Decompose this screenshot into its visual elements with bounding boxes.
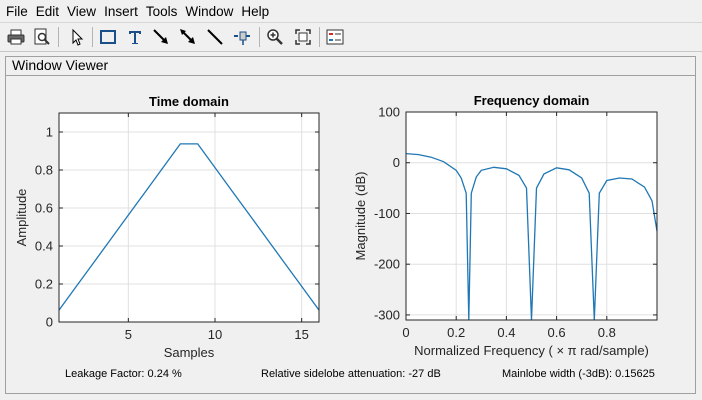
menu-file[interactable]: File [6, 3, 28, 19]
zoom-in-icon[interactable] [264, 26, 286, 48]
toolbar-separator [319, 27, 320, 47]
freq-y-axis-label: Magnitude (dB) [353, 172, 368, 261]
pin-icon[interactable] [231, 26, 253, 48]
freq-title: Frequency domain [474, 93, 590, 108]
legend-icon[interactable] [324, 26, 346, 48]
menu-insert[interactable]: Insert [104, 3, 138, 19]
toolbar [0, 22, 702, 52]
time-y-tick-label: 0.8 [35, 163, 53, 178]
freq-y-tick-label: 100 [378, 105, 400, 120]
freq-y-tick-label: -200 [374, 257, 400, 272]
menu-tools[interactable]: Tools [145, 3, 178, 19]
time-y-tick-label: 0 [46, 315, 53, 330]
time-x-tick-label: 15 [294, 327, 308, 342]
time-x-tick-label: 10 [208, 327, 222, 342]
freq-x-tick-label: 0.8 [598, 325, 616, 340]
time-y-tick-label: 1 [46, 125, 53, 140]
time-x-tick-label: 5 [125, 327, 132, 342]
time-y-axis-label: Amplitude [14, 189, 29, 247]
time-plot-area [59, 113, 319, 322]
time-y-tick-label: 0.6 [35, 201, 53, 216]
time-series-line [58, 143, 320, 311]
pointer-icon[interactable] [65, 26, 87, 48]
print-icon[interactable] [5, 26, 27, 48]
sidelobe-attenuation-text: Relative sidelobe attenuation: -27 dB [261, 368, 441, 380]
menu-view[interactable]: View [67, 3, 97, 19]
insert-line-icon[interactable] [204, 26, 226, 48]
menu-window[interactable]: Window [185, 3, 234, 19]
print-preview-icon[interactable] [31, 26, 53, 48]
freq-y-tick-label: -300 [374, 307, 400, 322]
toolbar-separator [259, 27, 260, 47]
freq-series-line [405, 152, 658, 321]
freq-x-tick-label: 0.2 [447, 325, 465, 340]
time-axes-box [58, 112, 320, 323]
freq-axes-box [405, 111, 658, 321]
time-title: Time domain [149, 94, 229, 109]
freq-plot-area [406, 112, 657, 320]
freq-y-tick-label: -100 [374, 206, 400, 221]
toolbar-separator [58, 27, 59, 47]
panel-title: Window Viewer [10, 57, 111, 73]
freq-x-tick-label: 0.6 [548, 325, 566, 340]
freq-x-axis-label: Normalized Frequency ( × π rad/sample) [414, 343, 649, 358]
insert-text-icon[interactable] [124, 26, 146, 48]
time-y-tick-label: 0.4 [35, 239, 53, 254]
freq-x-tick-label: 0 [402, 325, 409, 340]
toolbar-separator [92, 27, 93, 47]
insert-arrow-icon[interactable] [150, 26, 172, 48]
menu-bar: File Edit View Insert Tools Window Help [0, 0, 702, 22]
frequency-domain-axes[interactable]: 0 0.2 0.4 0.6 0.8 -300 -200 -100 0 100 Frequency d… [353, 93, 658, 358]
mainlobe-width-text: Mainlobe width (-3dB): 0.15625 [502, 368, 655, 380]
freq-x-tick-label: 0.4 [497, 325, 515, 340]
time-domain-axes[interactable]: 5 10 15 0 0.2 0.4 0.6 0.8 1 Time domain Samples Amp… [14, 94, 320, 360]
menu-help[interactable]: Help [241, 3, 270, 19]
full-view-icon[interactable] [292, 26, 314, 48]
panel-title-divider [6, 75, 695, 76]
time-x-axis-label: Samples [164, 345, 215, 360]
time-y-tick-label: 0.2 [35, 277, 53, 292]
freq-y-tick-label: 0 [393, 155, 400, 170]
insert-double-arrow-icon[interactable] [177, 26, 199, 48]
insert-rectangle-icon[interactable] [97, 26, 119, 48]
menu-edit[interactable]: Edit [35, 3, 60, 19]
leakage-factor-text: Leakage Factor: 0.24 % [65, 368, 182, 380]
